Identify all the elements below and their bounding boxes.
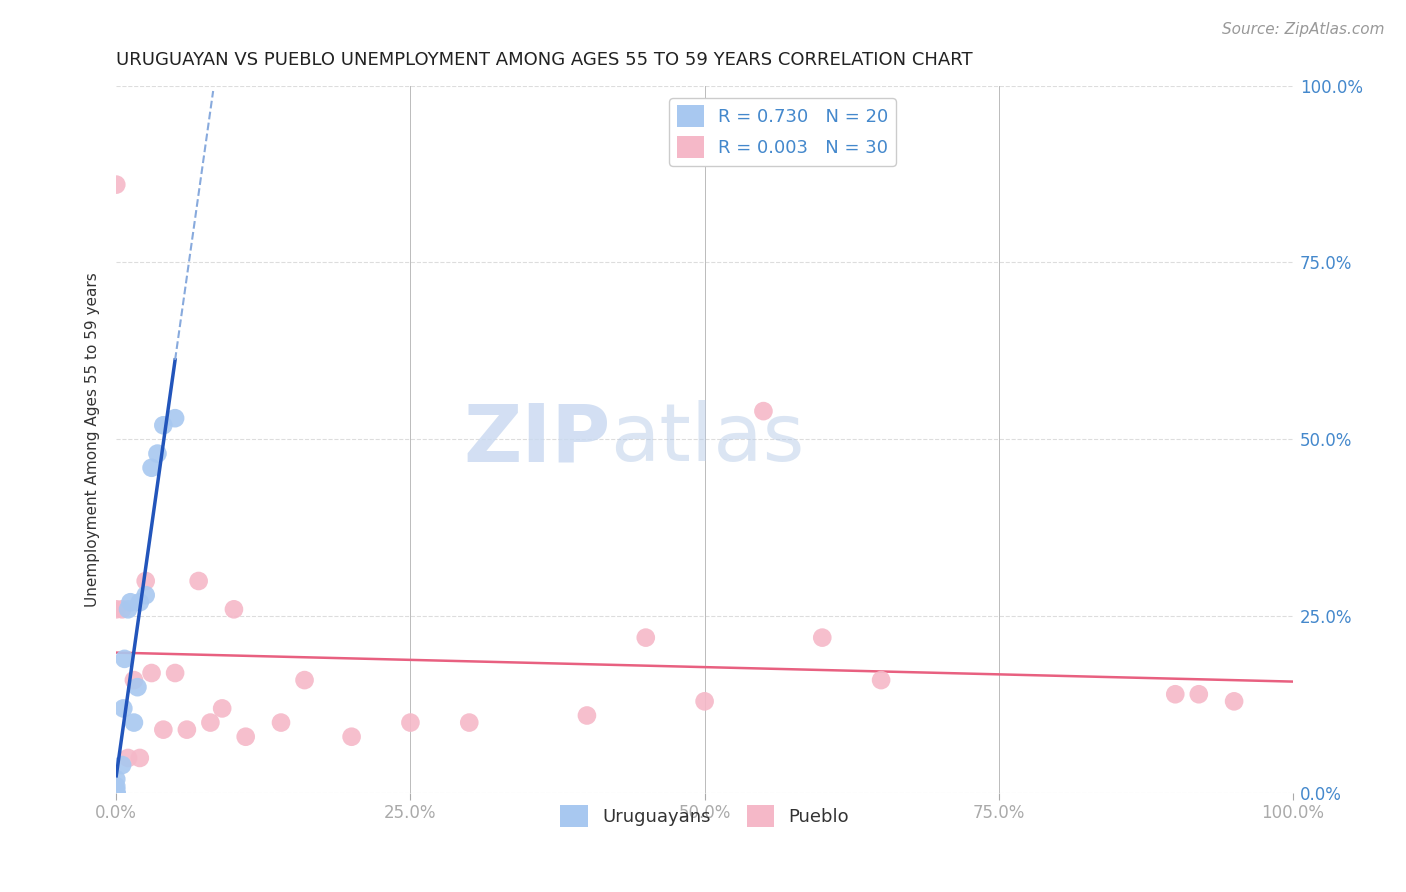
Point — [176, 723, 198, 737]
Point — [105, 178, 128, 192]
Point — [165, 411, 187, 425]
Legend: Uruguayans, Pueblo: Uruguayans, Pueblo — [553, 797, 856, 834]
Point — [222, 602, 245, 616]
Text: URUGUAYAN VS PUEBLO UNEMPLOYMENT AMONG AGES 55 TO 59 YEARS CORRELATION CHART: URUGUAYAN VS PUEBLO UNEMPLOYMENT AMONG A… — [117, 51, 973, 69]
Point — [127, 680, 149, 694]
Point — [105, 772, 128, 787]
Text: Source: ZipAtlas.com: Source: ZipAtlas.com — [1222, 22, 1385, 37]
Point — [105, 602, 128, 616]
Point — [294, 673, 316, 687]
Point — [105, 786, 128, 800]
Point — [117, 602, 139, 616]
Point — [111, 602, 134, 616]
Point — [634, 631, 657, 645]
Point — [152, 723, 174, 737]
Point — [211, 701, 233, 715]
Point — [1164, 687, 1187, 701]
Text: atlas: atlas — [610, 401, 804, 478]
Point — [235, 730, 257, 744]
Text: ZIP: ZIP — [463, 401, 610, 478]
Point — [152, 418, 174, 433]
Point — [141, 460, 163, 475]
Point — [111, 758, 134, 772]
Point — [200, 715, 222, 730]
Point — [112, 701, 135, 715]
Point — [870, 673, 893, 687]
Point — [105, 786, 128, 800]
Point — [117, 751, 139, 765]
Point — [105, 786, 128, 800]
Point — [105, 779, 128, 793]
Point — [811, 631, 834, 645]
Point — [187, 574, 209, 588]
Point — [114, 652, 136, 666]
Point — [1188, 687, 1211, 701]
Point — [752, 404, 775, 418]
Point — [458, 715, 481, 730]
Point — [105, 782, 128, 797]
Point — [135, 588, 157, 602]
Point — [165, 666, 187, 681]
Point — [399, 715, 422, 730]
Point — [340, 730, 363, 744]
Point — [105, 786, 128, 800]
Point — [122, 673, 145, 687]
Point — [146, 447, 169, 461]
Point — [693, 694, 716, 708]
Point — [575, 708, 598, 723]
Point — [270, 715, 292, 730]
Point — [128, 595, 150, 609]
Point — [128, 751, 150, 765]
Y-axis label: Unemployment Among Ages 55 to 59 years: Unemployment Among Ages 55 to 59 years — [86, 272, 100, 607]
Point — [1223, 694, 1246, 708]
Point — [141, 666, 163, 681]
Point — [135, 574, 157, 588]
Point — [122, 715, 145, 730]
Point — [120, 595, 142, 609]
